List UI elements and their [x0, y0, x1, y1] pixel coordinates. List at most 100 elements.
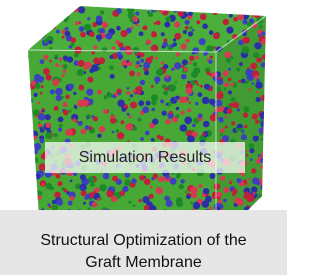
texture-dot [138, 199, 141, 202]
texture-dot [103, 109, 108, 114]
texture-dot [193, 118, 199, 124]
texture-dot [96, 15, 103, 22]
texture-dot [65, 95, 69, 99]
texture-dot [227, 108, 233, 114]
texture-dot [20, 162, 24, 166]
texture-dot [187, 97, 189, 99]
texture-dot [138, 100, 144, 106]
texture-dot [43, 68, 50, 75]
texture-dot [70, 196, 75, 201]
texture-dot [121, 107, 126, 112]
texture-dot [202, 4, 209, 11]
texture-dot [145, 131, 150, 136]
texture-dot [160, 99, 164, 103]
texture-dot [225, 115, 228, 118]
texture-dot [251, 186, 257, 192]
texture-dot [130, 94, 133, 97]
texture-dot [76, 121, 79, 124]
texture-dot [74, 105, 76, 107]
texture-dot [34, 143, 41, 150]
texture-dot [253, 136, 259, 142]
texture-dot [262, 129, 267, 134]
texture-dot [165, 119, 171, 125]
texture-dot [56, 95, 62, 101]
texture-dot [201, 6, 205, 10]
texture-dot [180, 124, 188, 132]
texture-dot [63, 6, 70, 13]
texture-dot [80, 174, 86, 180]
texture-dot [56, 174, 61, 179]
texture-dot [97, 134, 101, 138]
texture-dot [25, 122, 29, 126]
texture-dot [261, 95, 268, 102]
texture-dot [189, 102, 191, 104]
texture-dot [86, 194, 91, 199]
texture-dot [244, 125, 248, 129]
texture-dot [100, 10, 105, 15]
texture-dot [24, 28, 27, 31]
texture-dot [29, 194, 32, 197]
texture-dot [40, 139, 45, 144]
texture-dot [166, 200, 173, 207]
texture-dot [256, 97, 261, 102]
texture-dot [62, 36, 65, 39]
texture-dot [20, 23, 27, 30]
texture-dot [78, 121, 83, 126]
texture-dot [24, 67, 28, 71]
texture-dot [186, 87, 193, 94]
texture-dot [73, 92, 76, 95]
texture-dot [228, 78, 232, 82]
texture-dot [137, 72, 141, 76]
texture-dot [226, 58, 231, 63]
texture-dot [48, 134, 51, 137]
texture-dot [209, 30, 214, 35]
texture-dot [116, 8, 122, 14]
texture-dot [54, 16, 60, 22]
texture-dot [34, 13, 40, 19]
texture-dot [117, 52, 122, 57]
texture-dot [98, 39, 101, 42]
texture-dot [231, 97, 236, 102]
texture-dot [42, 108, 45, 111]
texture-dot [183, 30, 187, 34]
texture-dot [219, 118, 223, 122]
texture-dot [261, 152, 264, 155]
texture-dot [42, 183, 45, 186]
texture-dot [99, 126, 106, 133]
texture-dot [195, 81, 198, 84]
texture-dot [246, 71, 252, 77]
texture-dot [203, 188, 209, 194]
texture-dot [28, 192, 31, 195]
texture-dot [93, 191, 96, 194]
texture-dot [117, 132, 124, 139]
texture-dot [220, 128, 225, 133]
texture-dot [80, 32, 86, 38]
texture-dot [24, 54, 29, 59]
texture-dot [247, 194, 255, 202]
texture-dot [189, 56, 194, 61]
texture-dot [200, 13, 207, 20]
texture-dot [126, 49, 132, 55]
texture-dot [19, 135, 26, 142]
texture-dot [35, 31, 41, 37]
texture-dot [59, 57, 62, 60]
texture-dot [22, 21, 27, 26]
texture-dot [161, 61, 164, 64]
texture-dot [198, 113, 203, 118]
texture-dot [86, 89, 93, 96]
texture-dot [246, 154, 249, 157]
texture-dot [230, 103, 234, 107]
texture-dot [52, 200, 56, 204]
texture-dot [181, 44, 187, 50]
texture-dot [259, 128, 265, 134]
texture-dot [29, 99, 33, 103]
texture-dot [54, 133, 58, 137]
texture-dot [254, 75, 258, 79]
texture-dot [250, 158, 253, 161]
texture-dot [162, 111, 167, 116]
texture-dot [156, 69, 163, 76]
texture-dot [31, 81, 36, 86]
texture-dot [253, 192, 256, 195]
texture-dot [142, 25, 147, 30]
texture-dot [165, 87, 169, 91]
